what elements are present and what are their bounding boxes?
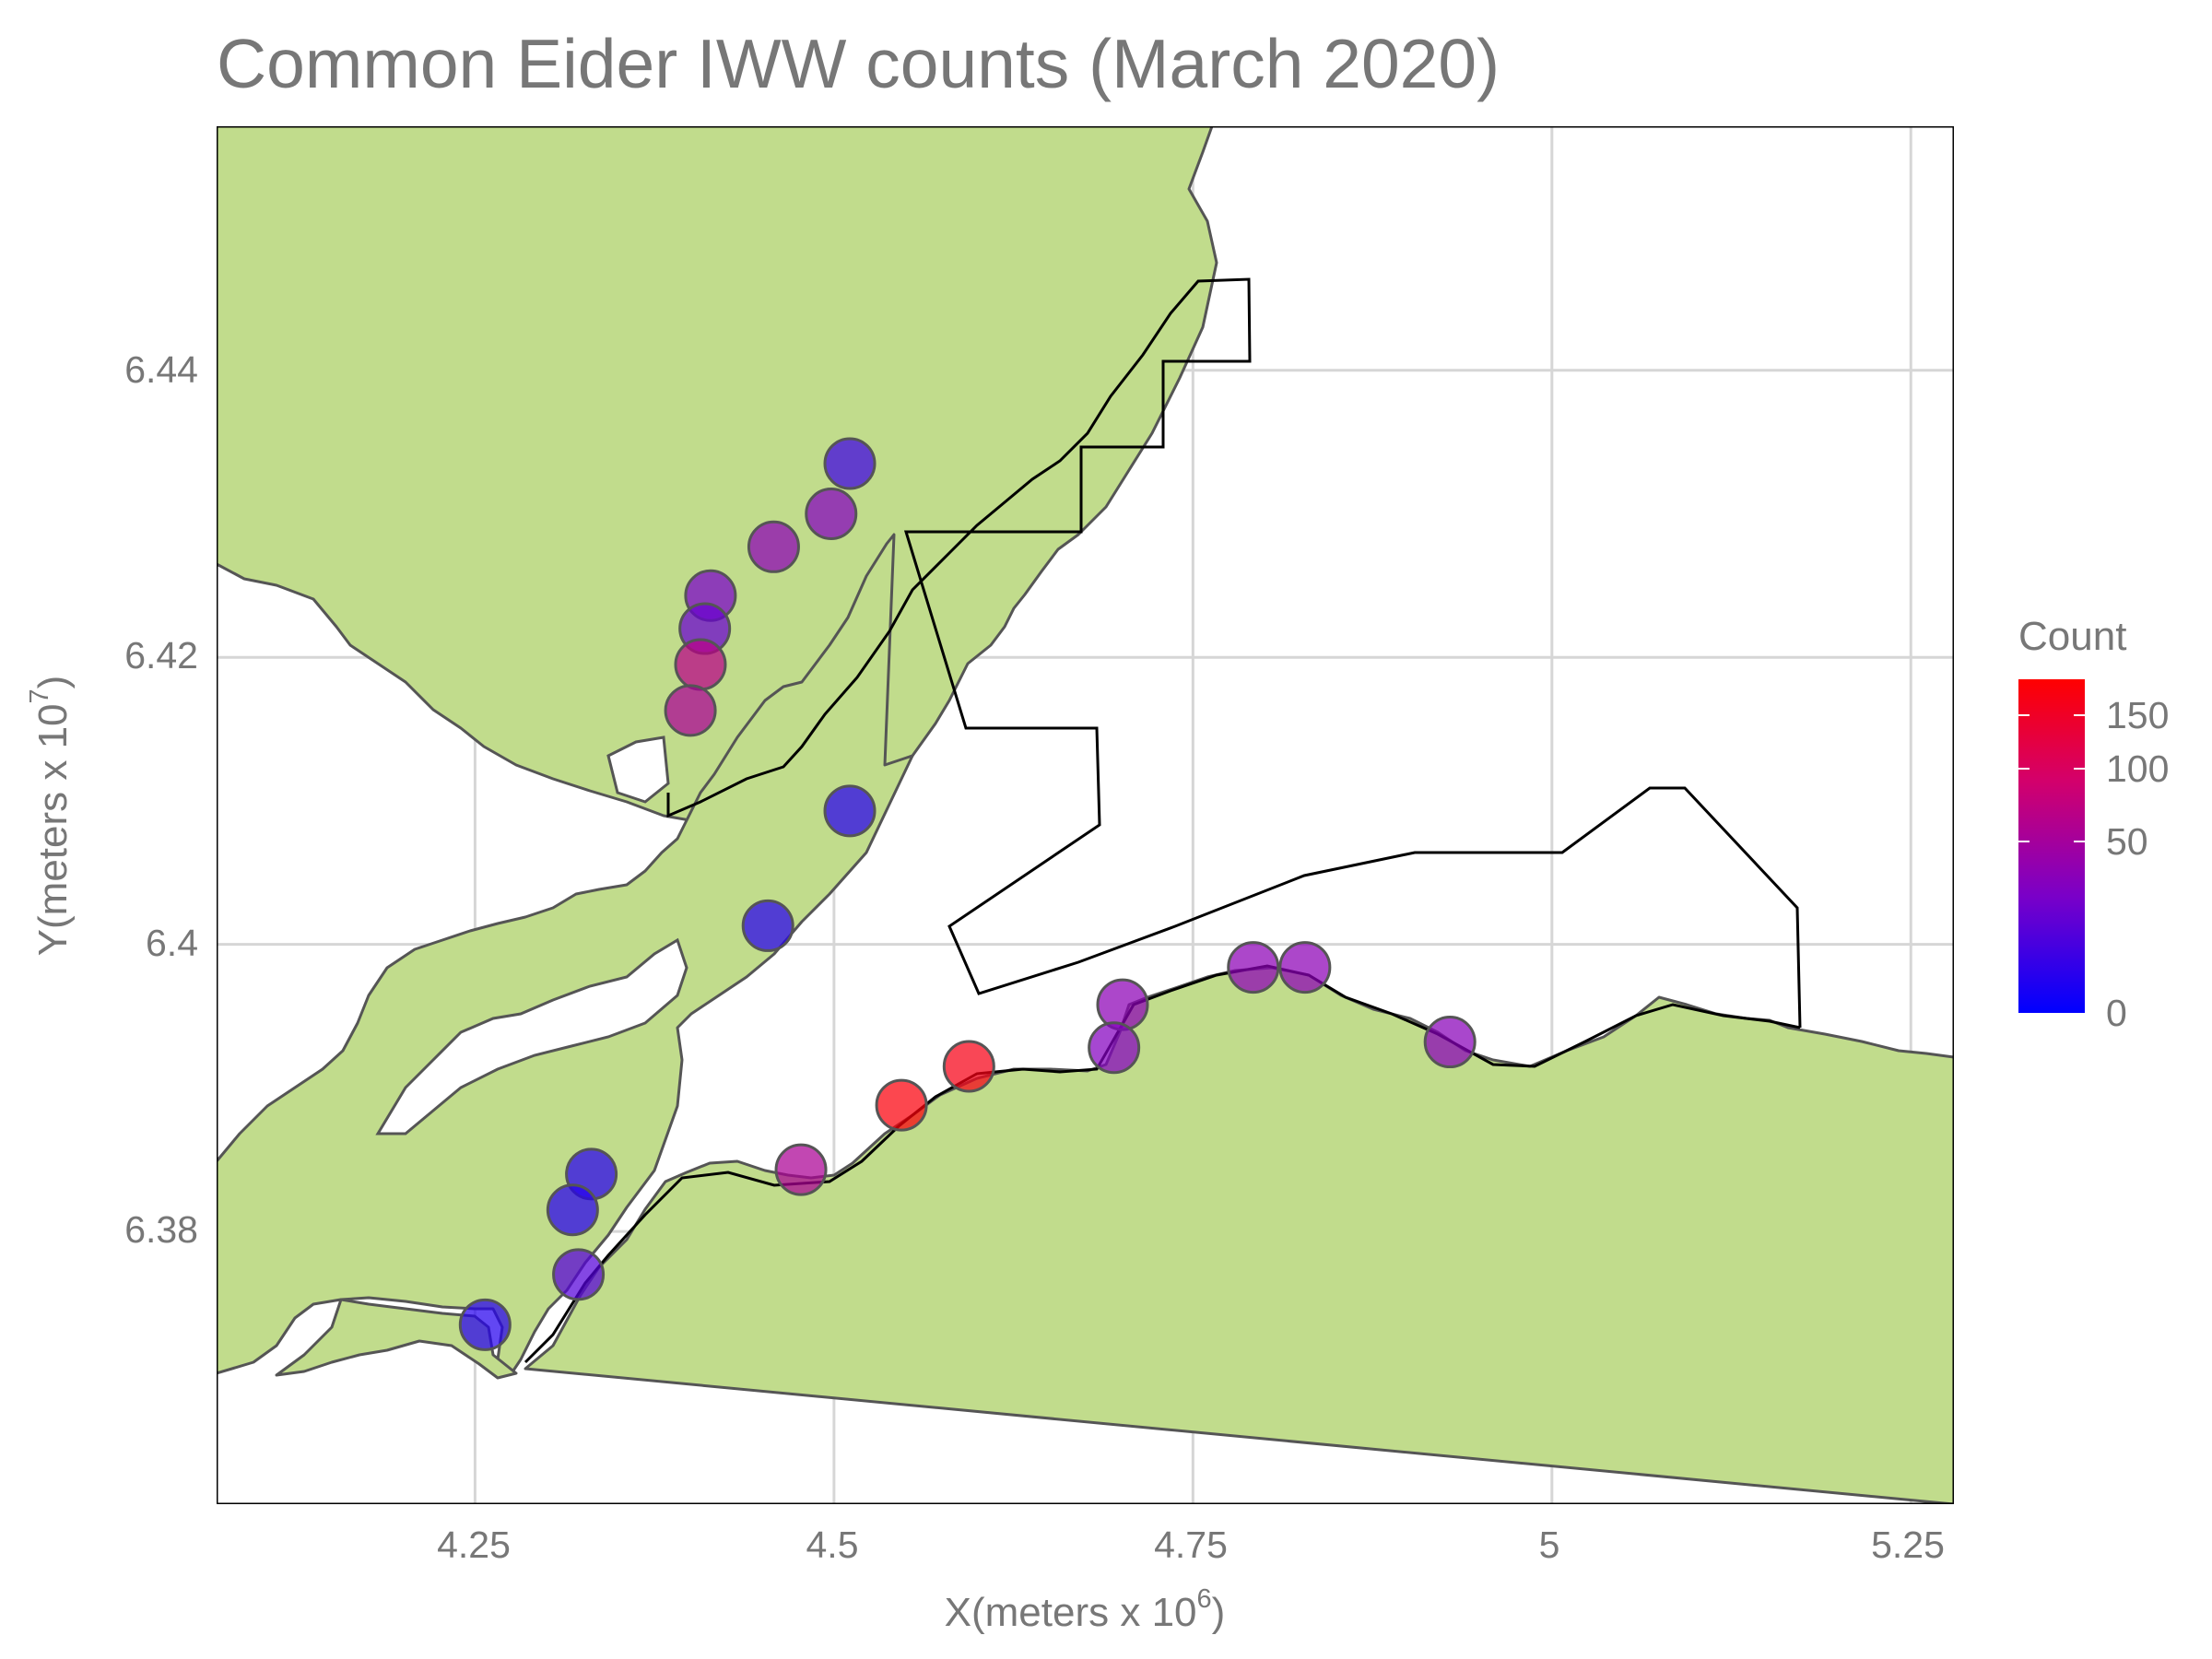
legend-tick-label: 0	[2106, 992, 2127, 1034]
river-inlet	[375, 937, 688, 1135]
estuary-water	[375, 735, 688, 1135]
legend-tick-label: 100	[2106, 747, 2169, 790]
count-point	[1227, 941, 1280, 994]
legend-colorbar	[2018, 679, 2085, 1013]
legend-tick-label: 50	[2106, 820, 2148, 863]
y-tick-label: 6.44	[124, 348, 198, 391]
count-point	[741, 899, 794, 952]
count-point	[823, 784, 877, 838]
count-point	[875, 1078, 928, 1132]
color-legend: Count 150 100 50 0	[2018, 614, 2169, 1034]
y-tick-label: 6.42	[124, 634, 198, 677]
count-point	[674, 638, 727, 691]
y-axis: 6.44 6.42 6.4 6.38 Y(meters x 107)	[25, 348, 198, 1251]
legend-tick-label: 150	[2106, 694, 2169, 736]
x-axis-title: X(meters x 106)	[945, 1584, 1226, 1635]
count-point	[774, 1143, 828, 1196]
count-point	[552, 1248, 606, 1301]
count-point	[1423, 1016, 1477, 1069]
y-axis-exponent: 7	[25, 688, 54, 703]
count-point	[1278, 941, 1332, 994]
map-panel	[217, 126, 1954, 1504]
land-southwest	[275, 1298, 518, 1380]
x-tick-label: 5	[1539, 1524, 1560, 1566]
y-axis-close: )	[30, 676, 76, 689]
count-point	[823, 437, 877, 490]
count-point	[1096, 978, 1149, 1031]
y-tick-label: 6.38	[124, 1208, 198, 1251]
chart-title: Common Eider IWW counts (March 2020)	[217, 25, 1500, 102]
y-axis-label: Y(meters x 10	[30, 703, 76, 956]
y-axis-title: Y(meters x 107)	[25, 676, 76, 957]
x-tick-label: 4.75	[1154, 1524, 1228, 1566]
count-point	[747, 520, 800, 573]
x-axis: 4.25 4.5 4.75 5 5.25 X(meters x 106)	[437, 1524, 1945, 1635]
count-points	[458, 437, 1477, 1351]
legend-title: Count	[2018, 614, 2126, 659]
count-point	[458, 1298, 512, 1351]
count-point	[1088, 1021, 1141, 1075]
x-axis-exponent: 6	[1197, 1584, 1212, 1614]
x-axis-close: )	[1212, 1590, 1226, 1635]
x-axis-label: X(meters x 10	[945, 1590, 1197, 1635]
count-point	[942, 1040, 995, 1093]
count-point	[546, 1183, 599, 1237]
legend-tick-marks	[2018, 714, 2085, 842]
count-point	[664, 684, 717, 737]
x-tick-label: 4.25	[437, 1524, 511, 1566]
count-point	[805, 487, 858, 540]
estuary-channel	[606, 735, 670, 804]
x-tick-label: 5.25	[1871, 1524, 1945, 1566]
boundary-north-block	[666, 277, 1802, 1029]
x-tick-label: 4.5	[806, 1524, 859, 1566]
y-tick-label: 6.4	[146, 922, 198, 964]
